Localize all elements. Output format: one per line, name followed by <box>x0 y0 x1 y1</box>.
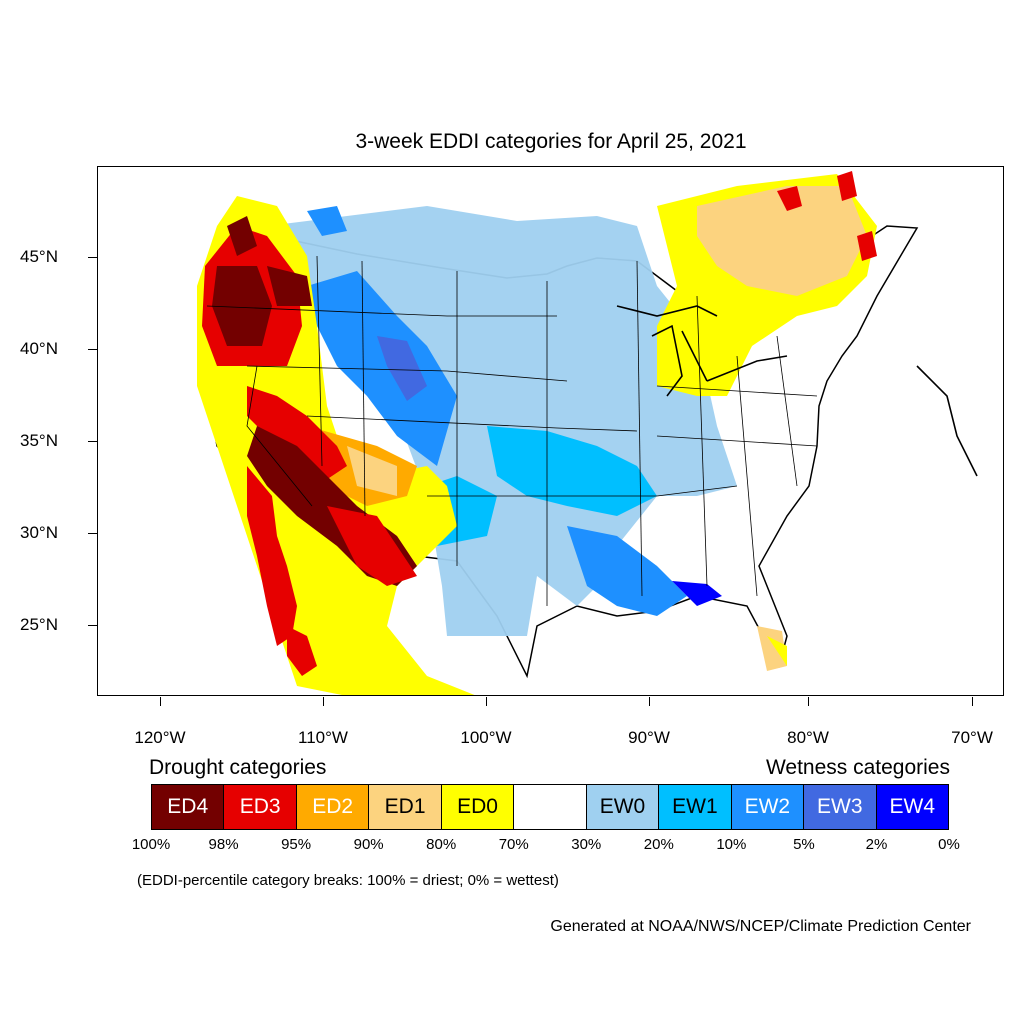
legend-cell-ew1: EW1 <box>659 785 732 829</box>
legend-percent-label: 98% <box>208 836 239 853</box>
lon-label-100w: 100°W <box>460 728 512 747</box>
lon-label-70w: 70°W <box>951 728 993 747</box>
lat-label-30: 30°N <box>20 523 58 542</box>
legend-cell-ew0: EW0 <box>586 785 660 829</box>
legend-cell-ew2: EW2 <box>731 785 805 829</box>
legend-percent-label: 100% <box>131 836 171 853</box>
legend-percent-label: 20% <box>643 836 674 853</box>
legend-percent-label: 2% <box>865 836 888 853</box>
legend-cell-ed4: ED4 <box>152 785 225 829</box>
legend-percent-label: 10% <box>716 836 747 853</box>
legend-percent-label: 5% <box>793 836 815 853</box>
category-breaks-note: (EDDI-percentile category breaks: 100% =… <box>137 872 559 889</box>
lat-tick <box>88 257 97 258</box>
lon-label-90w: 90°W <box>628 728 670 747</box>
eddi-map <box>97 166 1004 696</box>
lon-label-120w: 120°W <box>134 728 186 747</box>
lat-label-40: 40°N <box>20 339 58 358</box>
lon-tick <box>160 697 161 706</box>
legend-cell-normal <box>514 785 587 829</box>
lon-tick <box>808 697 809 706</box>
lon-tick <box>649 697 650 706</box>
map-title: 3-week EDDI categories for April 25, 202… <box>355 130 747 153</box>
lat-label-45: 45°N <box>20 247 58 266</box>
legend-drought-heading: Drought categories <box>149 756 327 779</box>
lon-tick <box>486 697 487 706</box>
legend-percent-label: 90% <box>353 836 384 853</box>
lat-tick <box>88 533 97 534</box>
lat-label-25: 25°N <box>20 615 58 634</box>
lat-label-35: 35°N <box>20 431 58 450</box>
lon-label-80w: 80°W <box>787 728 829 747</box>
legend-cell-ed2: ED2 <box>296 785 370 829</box>
lat-tick <box>88 625 97 626</box>
lon-tick <box>972 697 973 706</box>
lat-tick <box>88 349 97 350</box>
lon-tick <box>323 697 324 706</box>
legend-percent-label: 95% <box>281 836 312 853</box>
legend-wetness-heading: Wetness categories <box>765 756 950 779</box>
legend-cell-ed0: ED0 <box>441 785 515 829</box>
legend-cell-ew3: EW3 <box>804 785 877 829</box>
legend-cell-ed3: ED3 <box>224 785 297 829</box>
lon-label-110w: 110°W <box>298 728 348 747</box>
legend-colorbar: ED4 ED3 ED2 ED1 ED0 EW0 EW1 EW2 EW3 EW4 <box>151 784 949 830</box>
legend-percent-label: 70% <box>498 836 529 853</box>
legend-cell-ew4: EW4 <box>876 785 948 829</box>
credit-line: Generated at NOAA/NWS/NCEP/Climate Predi… <box>550 918 971 935</box>
legend-percent-label: 0% <box>938 836 960 853</box>
legend-percent-label: 30% <box>571 836 602 853</box>
legend-cell-ed1: ED1 <box>369 785 442 829</box>
lat-tick <box>88 441 97 442</box>
legend-percent-label: 80% <box>426 836 457 853</box>
